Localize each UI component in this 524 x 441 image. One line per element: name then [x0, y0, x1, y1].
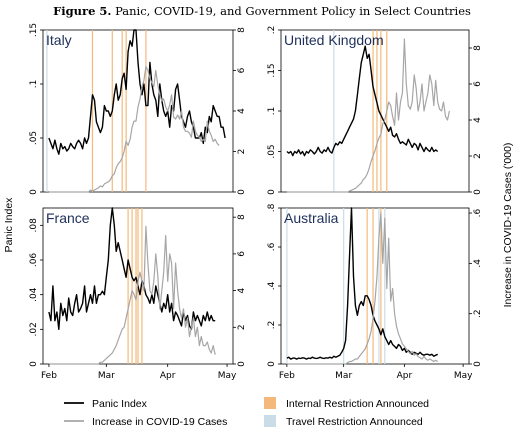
legend-cases-label: Increase in COVID-19 Cases — [92, 416, 227, 428]
y-left-tick-label: .05 — [29, 131, 39, 145]
y-left-tick-label: .02 — [29, 322, 39, 336]
x-tick-label: May — [454, 371, 473, 381]
panel-title: United Kingdom — [284, 32, 384, 48]
panel-title: France — [46, 210, 90, 226]
y-left-tick-label: 0 — [29, 361, 39, 367]
y-right-tick-label: .2 — [473, 309, 483, 318]
figure-title-text: Panic, COVID-19, and Government Policy i… — [115, 4, 471, 18]
y-left-tick-label: .15 — [29, 23, 39, 37]
panel-united-kingdom: 0 .05 .1 .15 .2 0 2 4 6 8 United Kingdom — [267, 26, 483, 195]
y-left-tick-label: .04 — [29, 287, 39, 302]
y-left-tick-label: .06 — [29, 253, 39, 268]
panel-italy: 0 .05 .1 .15 0 2 4 6 8 Italy — [29, 23, 247, 195]
covid-cases-line — [286, 38, 450, 193]
y-left-tick-label: 0 — [267, 361, 277, 367]
covid-cases-line — [286, 212, 439, 365]
y-right-tick-label: 0 — [473, 361, 483, 367]
y-right-tick-label: 0 — [473, 189, 483, 195]
x-tick-label: Feb — [41, 371, 57, 381]
y-left-tick-label: .1 — [29, 80, 39, 89]
y-right-tick-label: 6 — [473, 81, 483, 87]
legend: Panic Index Increase in COVID-19 Cases I… — [64, 397, 429, 428]
y-left-tick-label: 0 — [29, 189, 39, 195]
panel-title: Australia — [284, 210, 339, 226]
legend-panic-label: Panic Index — [92, 398, 148, 410]
panic-index-line — [286, 45, 439, 157]
panel-title: Italy — [46, 32, 72, 48]
y-left-tick-label: 0 — [267, 189, 277, 195]
y-right-tick-label: 0 — [237, 189, 247, 195]
y-right-tick-label: 0 — [237, 361, 247, 367]
y-left-tick-label: .4 — [267, 281, 277, 290]
panel-france: 0 .02 .04 .06 .08 0 2 4 6 8 France — [29, 207, 247, 367]
y-left-tick-label: .8 — [267, 203, 277, 212]
x-tick-label: Mar — [335, 371, 352, 381]
y-right-tick-label: 4 — [237, 287, 247, 293]
panic-index-line — [286, 207, 438, 360]
y-right-tick-label: 8 — [237, 214, 247, 220]
legend-travel-label: Travel Restriction Announced — [286, 416, 423, 428]
x-tick-label: May — [218, 371, 237, 381]
y-left-tick-label: .15 — [267, 63, 277, 77]
x-tick-label: Feb — [279, 371, 295, 381]
y-right-tick-label: 6 — [237, 67, 247, 73]
legend-internal-swatch — [264, 397, 276, 409]
panic-index-line — [48, 207, 216, 330]
x-tick-label: Apr — [160, 371, 176, 381]
y-right-tick-label: 2 — [237, 149, 247, 155]
legend-internal-label: Internal Restriction Announced — [286, 398, 429, 410]
y-left-tick-label: .2 — [267, 26, 277, 35]
y-right-tick-label: 8 — [237, 27, 247, 33]
x-tick-label: Mar — [98, 371, 115, 381]
covid-cases-line — [48, 225, 216, 365]
y-right-tick-label: 4 — [473, 117, 483, 123]
x-tick-label: Apr — [397, 371, 413, 381]
y-right-tick-label: 4 — [237, 108, 247, 114]
y-right-tick-label: .6 — [473, 208, 483, 217]
figure-label: Figure 5. — [53, 4, 112, 18]
y-right-tick-label: .4 — [473, 259, 483, 268]
x-axis: Feb Mar Apr May Feb Mar Apr May — [41, 364, 473, 381]
right-axis-title: Increase in COVID-19 Cases ('000) — [502, 143, 514, 308]
figure-title: Figure 5. Panic, COVID-19, and Governmen… — [0, 4, 524, 18]
y-left-tick-label: .1 — [267, 107, 277, 116]
y-left-tick-label: .08 — [29, 218, 39, 233]
y-right-tick-label: 6 — [237, 251, 247, 257]
y-left-tick-label: .6 — [267, 242, 277, 251]
y-right-tick-label: 8 — [473, 45, 483, 51]
covid-cases-line — [48, 65, 220, 193]
y-right-tick-label: 2 — [237, 324, 247, 330]
left-axis-title: Panic Index — [3, 197, 15, 253]
y-left-tick-label: .2 — [267, 321, 277, 330]
y-left-tick-label: .05 — [267, 144, 277, 158]
legend-travel-swatch — [264, 415, 276, 427]
panic-index-line — [48, 29, 226, 155]
panel-australia: 0 .2 .4 .6 .8 0 .2 .4 .6 Australia — [267, 203, 483, 366]
y-right-tick-label: 2 — [473, 153, 483, 159]
panels: 0 .05 .1 .15 0 2 4 6 8 Italy 0 .05 .1 .15 .2 0 2 4 6 8 Unite… — [29, 23, 483, 367]
plot-frame — [280, 207, 470, 365]
